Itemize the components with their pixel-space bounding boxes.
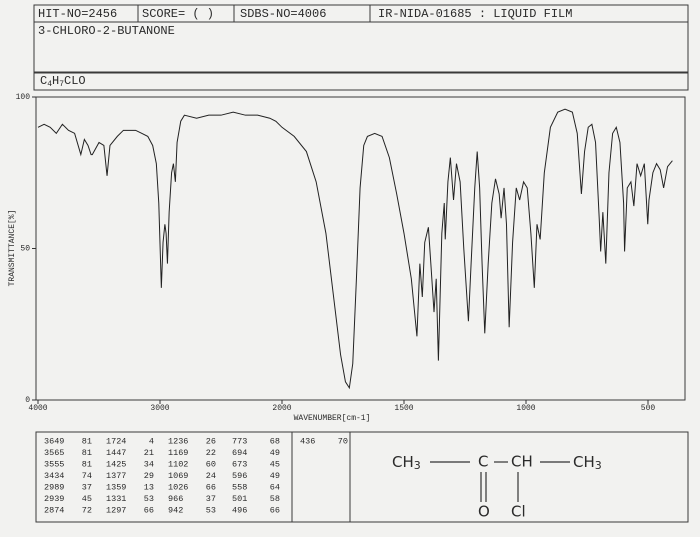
group: CH: [511, 453, 533, 471]
group-text: CH: [573, 453, 595, 471]
x-tick-label: 1500: [394, 404, 413, 413]
header-box: [33, 4, 689, 74]
peak-transmittance: 37: [206, 494, 216, 504]
y-tick-label: 100: [16, 93, 31, 102]
peak-wavenumber: 1236: [168, 436, 188, 446]
sdbs-number: SDBS-NO=4006: [240, 7, 326, 21]
peak-transmittance: 34: [144, 459, 154, 469]
formula-sub: 7: [59, 80, 64, 89]
group: CH3: [573, 453, 602, 473]
peak-wavenumber: 2939: [44, 494, 64, 504]
peak-table: 3649 81 3565 81 3555 81 3434 74 2989 37 2939 45 2874…: [44, 436, 348, 515]
peak-wavenumber: 1169: [168, 448, 188, 458]
x-tick-label: 2000: [272, 404, 291, 413]
peak-wavenumber: 501: [232, 494, 247, 504]
x-tick-label: 500: [641, 404, 656, 413]
group-sub: 3: [414, 459, 421, 472]
peak-wavenumber: 3434: [44, 471, 64, 481]
peak-wavenumber: 773: [232, 436, 247, 446]
peak-wavenumber: 1331: [106, 494, 126, 504]
peak-transmittance: 72: [82, 505, 92, 515]
peak-transmittance: 53: [206, 505, 216, 515]
peak-wavenumber: 966: [168, 494, 183, 504]
group: C: [478, 453, 488, 471]
x-tick-label: 4000: [28, 404, 47, 413]
formula-box: [33, 71, 689, 91]
peak-transmittance: 66: [270, 505, 280, 515]
peak-wavenumber: 3565: [44, 448, 64, 458]
peak-transmittance: 81: [82, 459, 92, 469]
group-sub: 3: [595, 459, 602, 472]
peak-table-box: [35, 431, 689, 523]
peak-wavenumber: 942: [168, 505, 183, 515]
peak-wavenumber: 1102: [168, 459, 188, 469]
formula-part: H: [52, 74, 59, 88]
peak-transmittance: 4: [149, 436, 154, 446]
spectrum-line: [37, 108, 673, 390]
peak-wavenumber: 1026: [168, 482, 188, 492]
peak-wavenumber: 1377: [106, 471, 126, 481]
peak-transmittance: 22: [206, 448, 216, 458]
group: CH3: [392, 453, 421, 473]
x-tick-label: 3000: [150, 404, 169, 413]
structure: CH3 C CH CH3 O Cl: [392, 453, 602, 521]
y-tick-label: 50: [20, 245, 30, 254]
hit-number: HIT-NO=2456: [38, 7, 117, 21]
peak-transmittance: 60: [206, 459, 216, 469]
atom: Cl: [511, 503, 526, 521]
peak-wavenumber: 2874: [44, 505, 64, 515]
peak-transmittance: 64: [270, 482, 280, 492]
peak-transmittance: 81: [82, 436, 92, 446]
y-axis-label: TRANSMITTANCE[%]: [8, 210, 17, 287]
peak-transmittance: 53: [144, 494, 154, 504]
peak-wavenumber: 3555: [44, 459, 64, 469]
peak-transmittance: 13: [144, 482, 154, 492]
formula: C4H7CLO: [40, 74, 86, 89]
peak-wavenumber: 694: [232, 448, 247, 458]
peak-transmittance: 49: [270, 448, 280, 458]
compound-name: 3-CHLORO-2-BUTANONE: [38, 24, 175, 38]
peak-wavenumber: 2989: [44, 482, 64, 492]
peak-wavenumber: 1359: [106, 482, 126, 492]
peak-transmittance: 49: [270, 471, 280, 481]
peak-wavenumber: 1069: [168, 471, 188, 481]
peak-wavenumber: 673: [232, 459, 247, 469]
peak-transmittance: 37: [82, 482, 92, 492]
peak-transmittance: 24: [206, 471, 216, 481]
peak-wavenumber: 1724: [106, 436, 126, 446]
peak-wavenumber: 436: [300, 436, 315, 446]
sample-info: IR-NIDA-01685 : LIQUID FILM: [378, 7, 572, 21]
score: SCORE= ( ): [142, 7, 214, 21]
peak-transmittance: 66: [206, 482, 216, 492]
y-tick-label: 0: [25, 396, 30, 405]
x-tick-label: 1000: [516, 404, 535, 413]
peak-wavenumber: 596: [232, 471, 247, 481]
peak-transmittance: 68: [270, 436, 280, 446]
peak-wavenumber: 3649: [44, 436, 64, 446]
peak-transmittance: 29: [144, 471, 154, 481]
peak-transmittance: 74: [82, 471, 92, 481]
peak-wavenumber: 496: [232, 505, 247, 515]
peak-transmittance: 66: [144, 505, 154, 515]
peak-transmittance: 26: [206, 436, 216, 446]
atom: O: [478, 503, 490, 521]
plot-frame: [35, 96, 686, 401]
peak-transmittance: 45: [270, 459, 280, 469]
formula-part: CLO: [64, 74, 86, 88]
peak-wavenumber: 1297: [106, 505, 126, 515]
peak-transmittance: 45: [82, 494, 92, 504]
peak-transmittance: 81: [82, 448, 92, 458]
peak-wavenumber: 558: [232, 482, 247, 492]
group-text: CH: [392, 453, 414, 471]
x-axis-label: WAVENUMBER[cm-1]: [294, 414, 371, 423]
peak-wavenumber: 1447: [106, 448, 126, 458]
peak-wavenumber: 1425: [106, 459, 126, 469]
peak-transmittance: 21: [144, 448, 154, 458]
peak-transmittance: 58: [270, 494, 280, 504]
formula-sub: 4: [47, 80, 52, 89]
formula-part: C: [40, 74, 47, 88]
peak-transmittance: 70: [338, 436, 348, 446]
